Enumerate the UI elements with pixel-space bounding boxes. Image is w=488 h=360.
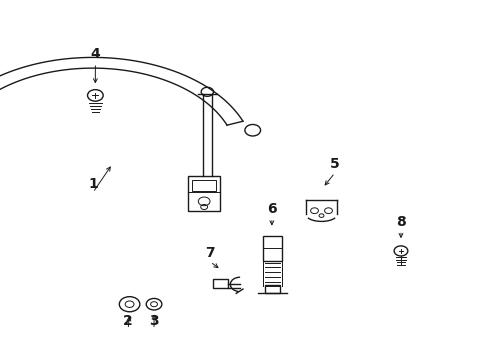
Text: 4: 4 — [90, 47, 100, 61]
Text: 7: 7 — [205, 246, 215, 260]
Text: 3: 3 — [149, 314, 159, 328]
Text: 5: 5 — [329, 157, 339, 171]
Bar — [188, 176, 220, 211]
Text: 6: 6 — [266, 202, 276, 216]
Bar — [263, 236, 281, 261]
Text: 1: 1 — [88, 177, 98, 191]
Text: 2: 2 — [123, 314, 133, 328]
Text: 8: 8 — [395, 215, 405, 229]
Bar — [192, 180, 216, 191]
Bar — [212, 279, 228, 288]
Bar — [264, 285, 280, 293]
